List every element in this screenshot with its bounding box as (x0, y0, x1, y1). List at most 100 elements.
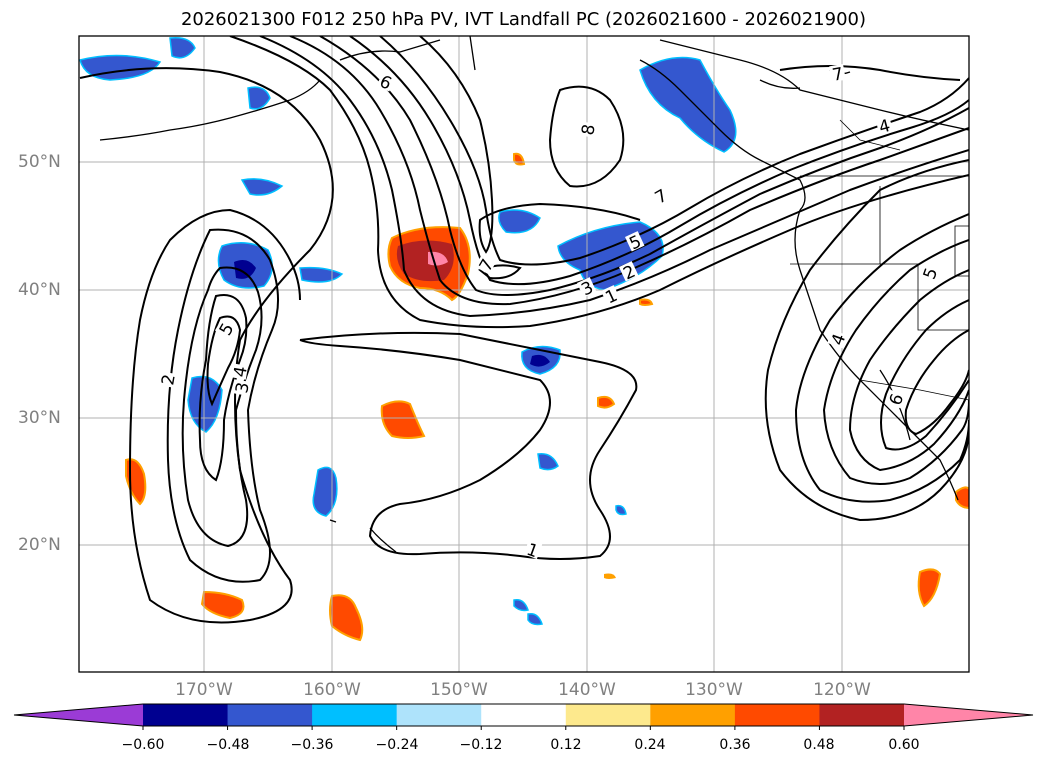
contour-1-pacific (299, 331, 638, 560)
contour-north-2 (259, 36, 969, 318)
colorbar-swatch (227, 704, 313, 726)
contour-label-bg (157, 371, 177, 388)
contour-7-ne (779, 65, 961, 81)
neg-patch-top (169, 36, 196, 59)
contour-east-low-3 (822, 239, 969, 485)
neg-patch-k (527, 612, 543, 626)
lon-label-150w: 150°W (430, 680, 488, 700)
contour-label-bg (829, 63, 846, 83)
colorbar-swatch (396, 704, 482, 726)
contour-label-bg (919, 263, 940, 283)
contour-west-inner-2 (181, 266, 263, 548)
neg-patch-f-core (530, 354, 550, 367)
lon-label-170w: 170°W (175, 680, 233, 700)
contour-label: 2 (158, 373, 180, 387)
contour-label-bg (885, 389, 906, 409)
colorbar-tick-label: −0.24 (375, 737, 419, 753)
neg-patch-170w-core (234, 260, 256, 279)
colorbar-tick-label: −0.36 (290, 737, 334, 753)
neg-patch-d (498, 209, 541, 234)
neg-patch-i (537, 453, 559, 471)
contour-label: 4 (230, 365, 252, 379)
colorbar-tick-label: 0.48 (803, 737, 835, 753)
contour-label-bg (229, 363, 249, 380)
lat-label-30n: 30°N (18, 408, 61, 428)
colorbar-swatch (481, 704, 567, 726)
colorbar-extend-low (14, 704, 143, 726)
contour-label-bg (577, 121, 597, 138)
ivt-contours (79, 36, 969, 624)
pos-patch-a (380, 400, 426, 439)
colorbar-tick-label: −0.12 (459, 737, 503, 753)
contour-west-inner-3 (198, 294, 248, 482)
contour-label-bg (619, 261, 639, 282)
contour-label-bg (625, 231, 645, 252)
neg-patch-alaska-s (247, 86, 271, 110)
contour-label: 8 (578, 123, 600, 137)
contour-label: 4 (877, 116, 893, 138)
lat-label-50n: 50°N (18, 152, 61, 172)
pos-patch-d (329, 594, 364, 642)
map-frame (78, 35, 970, 673)
contour-label-bg (523, 539, 543, 560)
pos-patch-i (955, 486, 969, 509)
neg-patch-l (615, 504, 627, 516)
lat-label-20n: 20°N (18, 535, 61, 555)
figure-title: 2026021300 F012 250 hPa PV, IVT Landfall… (180, 9, 867, 30)
colorbar-tick-label: 0.24 (634, 737, 666, 753)
colorbar-swatch (565, 704, 651, 726)
contour-label-bg (650, 184, 671, 206)
colorbar-tick-label: −0.60 (121, 737, 165, 753)
pos-patch-j (604, 573, 616, 579)
contour-label-bg (827, 329, 848, 349)
contour-label: 3 (232, 381, 254, 395)
pos-patch-e (597, 395, 616, 409)
contour-east-low-5 (880, 299, 969, 451)
contour-label-bg (601, 285, 621, 306)
contour-label-bg (214, 318, 236, 339)
colorbar-swatch (143, 704, 229, 726)
colorbar (13, 703, 1034, 730)
neg-patch-g (639, 56, 737, 153)
graticule (79, 36, 969, 672)
lon-label-120w: 120°W (813, 680, 871, 700)
neg-patch-h (312, 466, 338, 517)
contour-north-5 (349, 36, 969, 286)
political-borders (790, 119, 969, 401)
pos-patch-g (639, 298, 654, 306)
pos-patch-main-dark (396, 240, 454, 282)
contour-west-inner-1 (166, 228, 280, 583)
lon-label-160w: 160°W (303, 680, 361, 700)
colorbar-tick-label: 0.12 (550, 737, 582, 753)
contour-north-1 (229, 36, 969, 329)
pos-patch-c (200, 590, 245, 620)
lon-label-140w: 140°W (558, 680, 616, 700)
colorbar-tick-label: 0.36 (719, 737, 751, 753)
contour-8-high (548, 85, 625, 188)
contour-label-bg (231, 379, 251, 396)
contour-east-low-2 (794, 213, 969, 503)
contour-west-inner-4 (206, 315, 242, 407)
contour-north-6 (379, 36, 969, 266)
contour-top-hat (419, 36, 641, 254)
contour-large-western (79, 67, 334, 624)
colorbar-swatch (650, 704, 736, 726)
contour-label-bg (474, 254, 496, 275)
colorbar-swatch (312, 704, 398, 726)
colorbar-swatch (819, 704, 905, 726)
contour-label-bg (376, 71, 396, 92)
contour-label: 7 (831, 64, 845, 86)
pos-patch-h (917, 568, 942, 608)
contour-label-bg (875, 115, 894, 135)
contour-east-low-6 (904, 329, 969, 436)
contour-label-bg (577, 277, 597, 298)
colorbar-swatch (734, 704, 820, 726)
lat-label-40n: 40°N (18, 280, 61, 300)
contour-north-3 (289, 36, 969, 306)
lon-label-130w: 130°W (685, 680, 743, 700)
contour-east-low-1 (764, 159, 969, 522)
colorbar-extend-high (904, 704, 1033, 726)
contour-north-4 (319, 36, 969, 296)
